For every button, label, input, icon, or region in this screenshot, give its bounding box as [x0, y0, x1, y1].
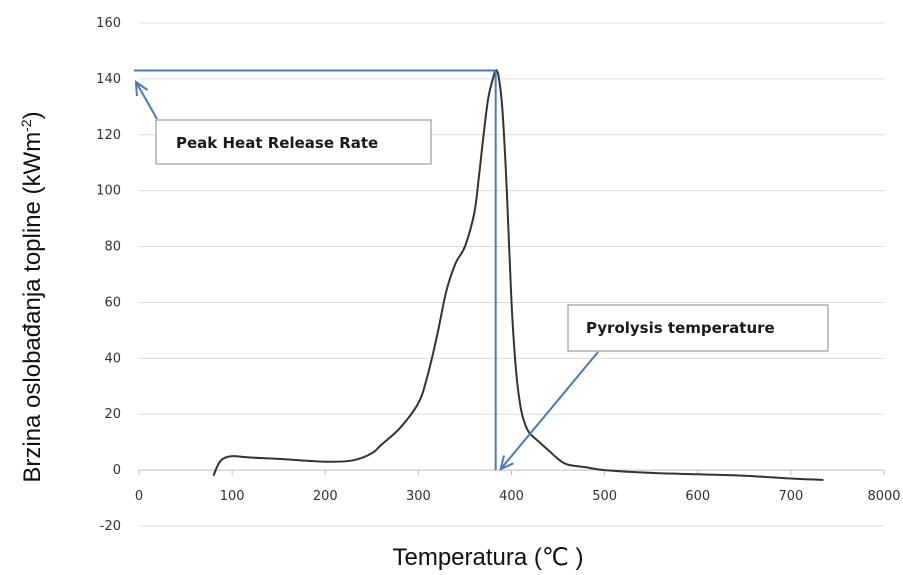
- x-tick-label: 400: [499, 489, 524, 504]
- y-tick-label: 0: [113, 463, 121, 478]
- y-tick-label: 60: [104, 295, 121, 310]
- peak-label-arrowhead: [134, 79, 149, 97]
- series-layer: [212, 69, 824, 481]
- hrr-curve: [212, 69, 824, 481]
- x-tick-labels: 0 100 200 300 400 500 600 700 8000: [135, 489, 901, 504]
- annotations-layer: [134, 69, 599, 471]
- pyrolysis-arrowhead: [499, 455, 514, 471]
- y-tick-label: 100: [96, 184, 121, 199]
- x-tick-label: 700: [778, 489, 803, 504]
- x-axis-title: Temperatura (℃ ): [392, 544, 583, 571]
- x-tick-label: 200: [313, 489, 338, 504]
- x-tick-label: 600: [685, 489, 710, 504]
- x-tick-label: 500: [592, 489, 617, 504]
- y-tick-label: 160: [96, 16, 121, 31]
- y-tick-label: 80: [104, 240, 121, 255]
- peak-label: Peak Heat Release Rate: [176, 134, 378, 152]
- y-tick-labels: -20 0 20 40 60 80 100 120 140 160: [96, 16, 121, 534]
- grid-lines: [138, 22, 885, 527]
- y-tick-label: 120: [96, 128, 121, 143]
- y-tick-label: -20: [100, 519, 121, 534]
- y-axis-title-main: Brzina oslobađanja topline (kWm: [19, 132, 46, 483]
- y-tick-label: 140: [96, 72, 121, 87]
- peak-label-box: [155, 119, 432, 165]
- pyrolysis-label-box: [567, 304, 829, 352]
- y-tick-label: 40: [104, 351, 121, 366]
- y-axis-title: Brzina oslobađanja topline (kWm-2): [18, 111, 46, 482]
- y-axis-title-superscript: -2: [18, 119, 34, 132]
- x-tick-label: 8000: [867, 489, 900, 504]
- x-tick-label: 100: [220, 489, 245, 504]
- y-axis-title-end: ): [19, 111, 46, 119]
- pyrolysis-label: Pyrolysis temperature: [586, 319, 775, 337]
- peak-label-arrow-line: [135, 81, 158, 120]
- x-tick-label: 0: [135, 489, 143, 504]
- y-tick-label: 20: [104, 407, 121, 422]
- x-tick-label: 300: [406, 489, 431, 504]
- pyrolysis-arrow-line: [499, 351, 599, 470]
